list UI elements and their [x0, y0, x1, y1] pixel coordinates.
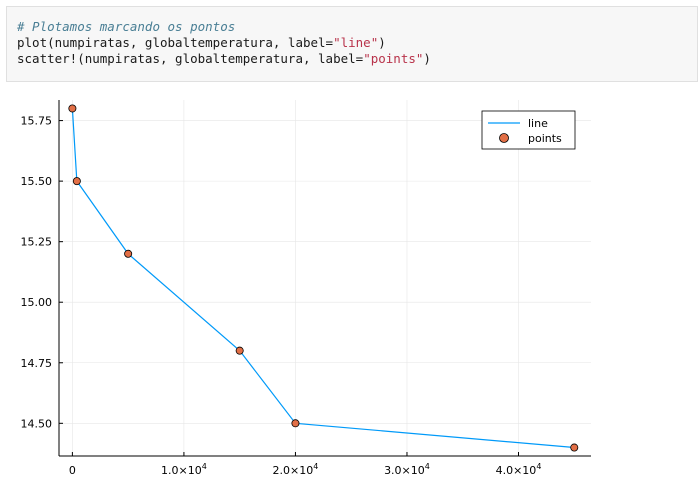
y-tick-label: 14.50 [21, 417, 53, 430]
data-point [235, 346, 244, 355]
x-tick-label: 3.0×104 [384, 462, 430, 477]
y-tick-label: 14.75 [21, 357, 53, 370]
data-point [570, 443, 579, 452]
legend-label-points: points [528, 132, 562, 145]
line-scatter-chart: 14.50 14.75 15.00 15.25 15.50 15.75 0 1.0×104 2.… [21, 100, 591, 477]
legend-box [481, 110, 576, 150]
y-tick-label: 15.00 [21, 296, 53, 309]
code-scatter-suffix: ) [423, 51, 431, 66]
code-scatter-prefix: scatter!(numpiratas, globaltemperatura, … [17, 51, 364, 66]
code-scatter-line: scatter!(numpiratas, globaltemperatura, … [17, 51, 697, 67]
y-tick-label: 15.50 [21, 175, 53, 188]
data-point [124, 249, 133, 258]
code-plot-prefix: plot(numpiratas, globaltemperatura, labe… [17, 35, 334, 50]
code-plot-string: "line" [333, 35, 379, 50]
data-point [68, 104, 77, 113]
y-tick-label: 15.25 [21, 236, 53, 249]
code-comment: # Plotamos marcando os pontos [17, 19, 236, 34]
x-tick-label: 0 [69, 464, 76, 477]
x-tick-label: 2.0×104 [273, 462, 319, 477]
x-tick-label: 4.0×104 [496, 462, 542, 477]
series-line [71, 108, 575, 449]
legend-label-line: line [528, 117, 548, 130]
code-plot-line: plot(numpiratas, globaltemperatura, labe… [17, 35, 697, 51]
legend-points-swatch [499, 133, 509, 143]
data-point [72, 177, 81, 186]
y-tick-label: 15.75 [21, 115, 53, 128]
x-tick-label: 1.0×104 [161, 462, 207, 477]
data-point [291, 419, 300, 428]
code-comment-line: # Plotamos marcando os pontos [17, 19, 697, 35]
code-cell[interactable]: # Plotamos marcando os pontos plot(numpi… [6, 6, 698, 82]
plot-output: 14.50 14.75 15.00 15.25 15.50 15.75 0 1.0×104 2.… [0, 90, 699, 500]
code-scatter-string: "points" [363, 51, 424, 66]
code-plot-suffix: ) [378, 35, 386, 50]
